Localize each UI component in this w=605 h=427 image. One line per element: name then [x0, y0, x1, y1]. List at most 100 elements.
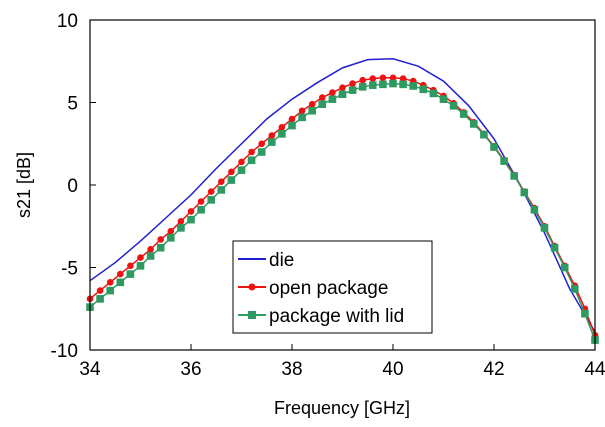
ticks-layer: 34 36 38 40 42 44 -10 -5 0 5 10	[51, 11, 605, 380]
data-point	[136, 262, 145, 270]
x-tick-label: 44	[584, 359, 605, 380]
data-point	[419, 85, 428, 94]
data-point	[127, 262, 134, 270]
data-point	[197, 198, 205, 205]
data-point	[146, 252, 155, 260]
legend-item: open package	[238, 278, 388, 299]
data-point	[298, 107, 306, 115]
data-point	[328, 95, 337, 103]
data-point	[399, 75, 407, 82]
legend-label: package with lid	[269, 306, 404, 327]
x-tick-label: 38	[281, 359, 302, 380]
data-point	[308, 100, 316, 108]
data-point	[207, 196, 215, 204]
data-point	[490, 143, 498, 151]
data-point	[329, 89, 336, 96]
data-point	[106, 286, 114, 295]
data-point	[369, 81, 377, 89]
data-point	[96, 295, 104, 303]
x-tick-label: 42	[483, 359, 504, 380]
legend: die open package package with lid	[232, 240, 433, 334]
data-point	[258, 140, 266, 148]
data-point	[550, 243, 559, 252]
data-point	[348, 86, 357, 94]
data-point	[106, 279, 114, 286]
data-point	[177, 218, 185, 225]
data-point	[227, 176, 236, 184]
x-tick-label: 36	[180, 359, 201, 380]
data-point	[530, 205, 539, 214]
y-tick-label: -10	[51, 341, 78, 362]
legend-item: package with lid	[238, 306, 404, 327]
x-tick-label: 34	[79, 359, 101, 380]
y-tick-label: -5	[61, 259, 78, 280]
data-point	[449, 102, 458, 110]
data-point	[278, 130, 286, 138]
data-point	[358, 83, 367, 91]
data-point	[156, 243, 165, 252]
data-point	[429, 89, 438, 98]
data-point	[96, 287, 104, 294]
data-point	[379, 80, 387, 89]
data-point	[439, 95, 448, 103]
data-point	[339, 84, 346, 91]
data-point	[459, 110, 468, 118]
data-point	[257, 148, 266, 156]
data-point	[237, 166, 246, 174]
data-point	[217, 186, 226, 194]
data-point	[288, 121, 296, 130]
legend-swatch-marker	[248, 283, 256, 291]
data-point	[319, 94, 326, 101]
data-point	[117, 270, 124, 278]
data-point	[218, 178, 225, 185]
data-point	[187, 208, 195, 215]
series-layer	[86, 58, 599, 344]
data-point	[187, 215, 195, 224]
data-point	[167, 234, 175, 242]
data-point	[268, 138, 276, 146]
data-point	[359, 76, 367, 84]
data-point	[399, 80, 407, 89]
data-point	[571, 285, 579, 293]
data-point	[207, 188, 215, 195]
data-point	[126, 270, 135, 278]
data-point	[278, 123, 286, 131]
y-tick-label: 0	[67, 176, 78, 197]
data-point	[510, 172, 518, 180]
legend-label: die	[269, 250, 294, 271]
legend-item: die	[238, 250, 294, 271]
data-point	[480, 130, 488, 139]
y-tick-label: 10	[57, 11, 78, 32]
data-point	[369, 75, 377, 82]
series-line	[89, 58, 596, 333]
data-point	[248, 148, 255, 156]
data-point	[288, 115, 296, 123]
data-point	[137, 254, 144, 261]
data-point	[379, 74, 387, 82]
data-point	[560, 263, 569, 272]
data-point	[581, 309, 589, 318]
data-point	[389, 79, 397, 88]
data-point	[389, 74, 397, 82]
data-point	[268, 132, 276, 139]
data-point	[308, 106, 316, 115]
x-axis-label: Frequency [GHz]	[274, 398, 410, 418]
legend-label: open package	[269, 278, 388, 299]
y-tick-label: 5	[67, 94, 78, 115]
data-point	[298, 113, 306, 122]
data-point	[470, 120, 478, 128]
data-point	[338, 90, 347, 99]
data-point	[409, 82, 417, 90]
data-point	[247, 156, 256, 165]
data-point	[500, 157, 508, 165]
series-package-with-lid	[86, 79, 599, 344]
series-die	[89, 58, 596, 333]
y-axis-label: s21 [dB]	[14, 152, 34, 218]
data-point	[238, 158, 245, 166]
legend-swatch-marker	[248, 311, 256, 319]
data-point	[197, 205, 205, 214]
data-point	[520, 188, 529, 197]
data-point	[228, 168, 235, 176]
